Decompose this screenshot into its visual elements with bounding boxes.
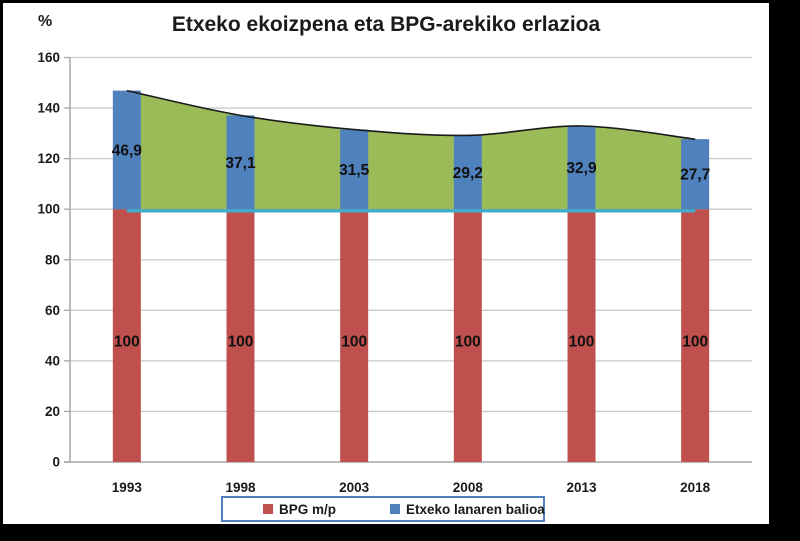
bar-bpg: [681, 209, 710, 462]
data-label-bpg: 100: [228, 334, 254, 351]
data-label-etxeko: 27,7: [680, 167, 710, 184]
legend-label-bpg: BPG m/p: [279, 501, 337, 517]
legend-item-bpg: BPG m/p: [263, 502, 336, 517]
bar-etxeko: [226, 115, 255, 210]
bar-etxeko: [453, 135, 482, 210]
legend-swatch-bpg: [263, 504, 273, 514]
y-tick-label: 80: [45, 252, 60, 267]
data-label-bpg: 100: [114, 334, 140, 351]
data-label-bpg: 100: [569, 334, 595, 351]
chart-title: Etxeko ekoizpena eta BPG-arekiko erlazio…: [171, 13, 601, 36]
data-label-etxeko: 32,9: [566, 160, 597, 177]
legend-label-etxeko: Etxeko lanaren balioa: [406, 501, 545, 517]
y-tick-label: 100: [37, 202, 60, 217]
legend-item-etxeko: Etxeko lanaren balioa: [390, 502, 545, 517]
y-tick-label: 120: [37, 151, 60, 166]
bar-bpg: [226, 209, 255, 462]
total-top-line: [126, 89, 696, 140]
bars: [112, 90, 710, 462]
frame-right: [769, 0, 800, 541]
y-tick-label: 60: [45, 303, 60, 318]
y-axis-ticks: 0 20 40 60 80 100 120 140 160: [37, 50, 70, 470]
bar-etxeko: [567, 126, 596, 210]
y-tick-label: 160: [37, 50, 60, 65]
frame-top: [0, 0, 800, 3]
bar-etxeko: [681, 139, 710, 210]
chart-legend: BPG m/p Etxeko lanaren balioa: [221, 496, 545, 522]
y-tick-label: 0: [52, 455, 60, 470]
data-label-etxeko: 37,1: [225, 155, 256, 172]
data-labels: 100 46,9 100 37,1 100 31,5 100 29,2 100 32,9 100 27…: [112, 142, 711, 350]
bar-bpg: [112, 209, 141, 462]
data-label-etxeko: 46,9: [112, 142, 143, 159]
data-label-bpg: 100: [455, 334, 481, 351]
x-tick-label: 2003: [339, 480, 370, 495]
x-axis-labels: 1993 1998 2003 2008 2013 2018: [112, 480, 711, 495]
x-tick-label: 2013: [566, 480, 597, 495]
bar-etxeko: [112, 90, 141, 210]
x-tick-label: 1993: [112, 480, 143, 495]
bar-bpg: [340, 209, 369, 462]
x-tick-label: 2018: [680, 480, 711, 495]
frame-left: [0, 0, 3, 541]
bar-bpg: [453, 209, 482, 462]
y-tick-label: 40: [45, 353, 60, 368]
y-tick-label: 140: [37, 101, 60, 116]
y-axis-unit-label: %: [38, 13, 53, 30]
data-label-bpg: 100: [341, 334, 367, 351]
legend-swatch-etxeko: [390, 504, 401, 514]
data-label-bpg: 100: [682, 334, 708, 351]
bar-etxeko: [340, 129, 369, 210]
data-label-etxeko: 29,2: [453, 165, 483, 182]
x-tick-label: 1998: [225, 480, 256, 495]
bar-bpg: [567, 209, 596, 462]
x-tick-label: 2008: [453, 480, 484, 495]
data-label-etxeko: 31,5: [339, 162, 370, 179]
y-tick-label: 20: [45, 404, 60, 419]
frame-bottom: [0, 524, 800, 541]
